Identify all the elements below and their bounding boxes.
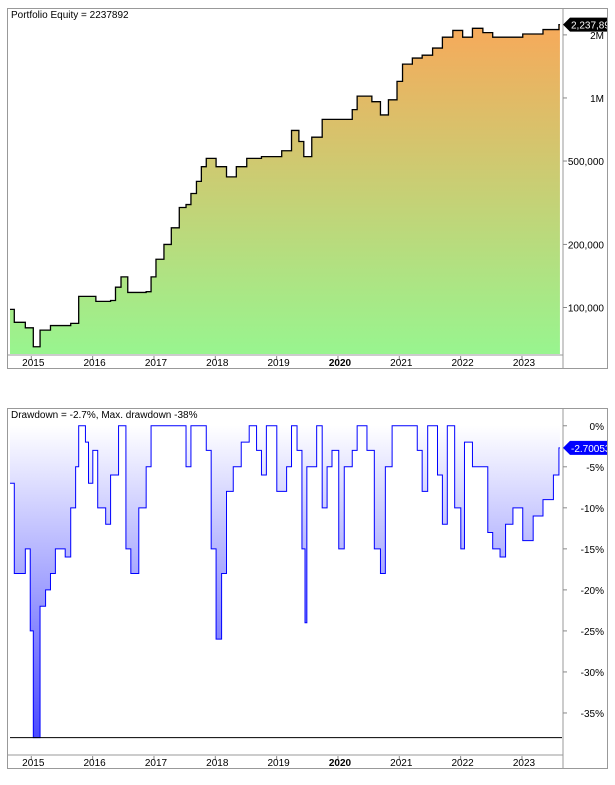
y-tick-label: -20% [581,586,604,597]
last-value-badge [563,17,607,32]
series-area [10,425,560,738]
y-tick-label: 100,000 [568,304,605,315]
y-tick-label: 2M [590,31,604,42]
series-area [10,24,560,354]
x-tick-label: 2020 [329,358,352,368]
x-tick-label: 2016 [84,358,107,368]
y-tick-label: 500,000 [568,157,605,168]
x-tick-label: 2016 [84,758,107,768]
x-tick-label: 2021 [390,758,413,768]
y-tick-label: -10% [581,504,604,515]
y-tick-label: -25% [581,627,604,638]
x-tick-label: 2022 [452,758,475,768]
x-tick-label: 2020 [329,758,352,768]
drawdown-panel: 0% -5% -10% -15% -20% -25% -30% -35% 2015 2016 201… [7,408,608,769]
drawdown-chart: 0% -5% -10% -15% -20% -25% -30% -35% 2015 2016 201… [8,409,607,768]
equity-title: Portfolio Equity = 2237892 [11,10,129,21]
x-tick-label: 2023 [513,358,536,368]
last-value-label: -2.70053 [571,444,607,455]
y-tick-label: 0% [590,422,605,433]
x-tick-label: 2018 [206,758,229,768]
x-tick-label: 2019 [268,758,291,768]
drawdown-title: Drawdown = -2.7%, Max. drawdown -38% [11,410,198,421]
x-tick-label: 2017 [145,758,168,768]
y-tick-label: -35% [581,709,604,720]
x-tick-label: 2018 [206,358,229,368]
x-tick-label: 2017 [145,358,168,368]
series-line [10,425,560,739]
y-tick-label: -5% [586,463,604,474]
equity-chart: 100,000 200,000 500,000 1M 2M 2015 2016 2017 201… [8,9,607,368]
x-tick-label: 2022 [452,358,475,368]
last-value-badge [563,440,607,455]
series-line [10,23,560,348]
y-tick-label: 200,000 [568,240,605,251]
x-tick-label: 2015 [22,358,45,368]
x-tick-label: 2015 [22,758,45,768]
last-value-label: 2,237,892 [571,21,607,32]
y-tick-label: 1M [590,94,604,105]
x-tick-label: 2021 [390,358,413,368]
y-tick-label: -15% [581,545,604,556]
y-tick-label: -30% [581,668,604,679]
x-tick-label: 2023 [513,758,536,768]
equity-panel: 100,000 200,000 500,000 1M 2M 2015 2016 2017 201… [7,8,608,369]
x-tick-label: 2019 [268,358,291,368]
